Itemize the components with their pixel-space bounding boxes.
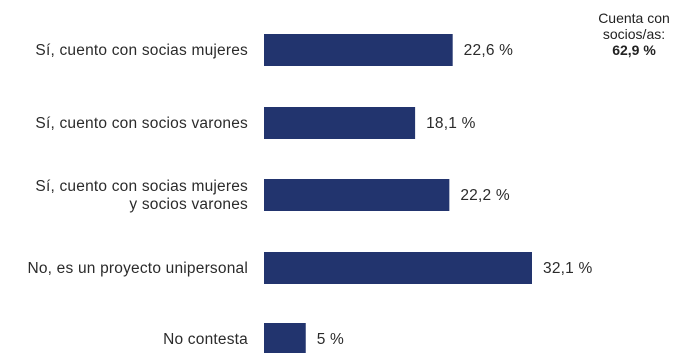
bar <box>264 34 453 66</box>
value-label: 22,6 % <box>464 42 513 59</box>
bar <box>264 179 450 211</box>
category-label-line: No, es un proyecto unipersonal <box>27 260 248 277</box>
category-label-line: Sí, cuento con socias mujeres <box>35 178 248 195</box>
summary-note: Cuenta con socios/as: 62,9 % <box>592 10 676 58</box>
bar <box>264 323 306 353</box>
value-label: 5 % <box>317 331 344 348</box>
category-label: No contesta <box>163 331 248 348</box>
summary-note-text: Cuenta con socios/as: <box>598 10 670 42</box>
category-label: Sí, cuento con socias mujeres y socios va… <box>35 178 248 213</box>
bar <box>264 107 416 139</box>
category-label-line: Sí, cuento con socias mujeres <box>35 42 248 59</box>
category-label-line: y socios varones <box>129 196 248 213</box>
category-label: Sí, cuento con socias mujeres <box>35 42 248 59</box>
value-label: 18,1 % <box>426 115 475 132</box>
value-label: 22,2 % <box>460 187 509 204</box>
category-label-line: No contesta <box>163 331 248 348</box>
category-label: Sí, cuento con socios varones <box>35 115 248 132</box>
value-label: 32,1 % <box>543 260 592 277</box>
category-label-line: Sí, cuento con socios varones <box>35 115 248 132</box>
category-label: No, es un proyecto unipersonal <box>27 260 248 277</box>
summary-note-value: 62,9 % <box>612 42 656 58</box>
bar <box>264 252 532 284</box>
